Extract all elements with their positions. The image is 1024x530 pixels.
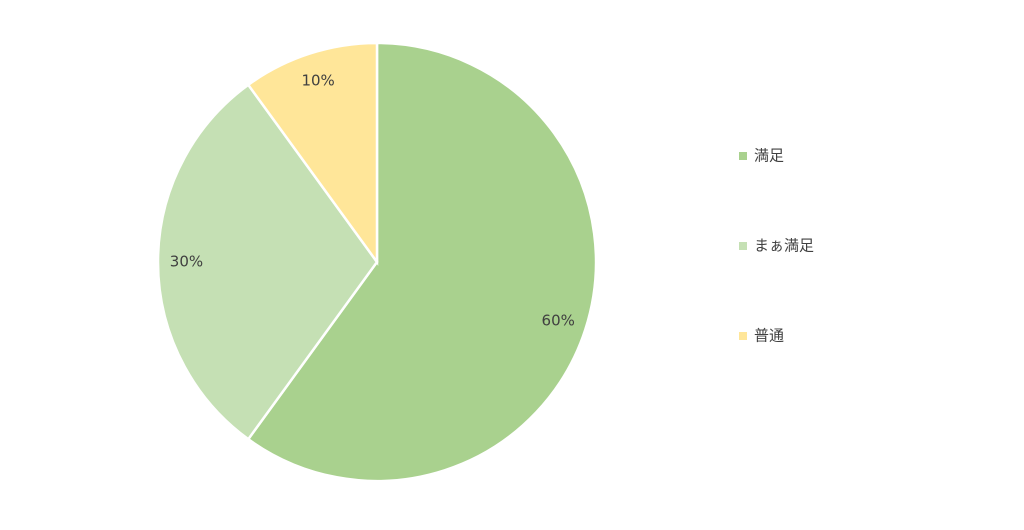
legend-label: まぁ満足 [754, 237, 814, 255]
legend-swatch [739, 332, 747, 340]
legend-swatch [739, 242, 747, 250]
data-label: 30% [170, 253, 203, 271]
data-label: 60% [542, 311, 575, 329]
pie-slice [156, 83, 379, 441]
data-label: 10% [301, 71, 334, 89]
pie-slice [246, 41, 379, 266]
legend-swatch [739, 152, 747, 160]
legend-label: 満足 [754, 147, 784, 165]
pie-slice [246, 41, 598, 483]
legend-label: 普通 [754, 327, 784, 345]
